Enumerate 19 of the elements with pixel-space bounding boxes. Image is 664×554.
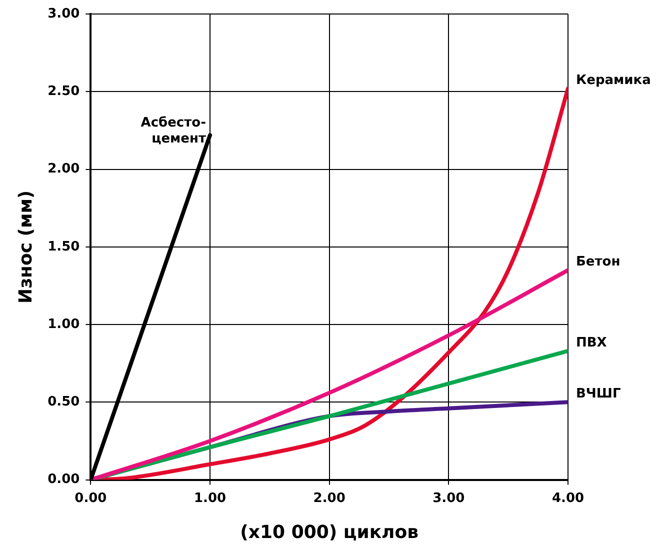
x-axis-title: (x10 000) циклов: [240, 522, 419, 543]
y-tick-label: 2.00: [48, 162, 80, 177]
series-label: Керамика: [576, 72, 651, 88]
x-tick-label: 2.00: [313, 490, 346, 506]
y-tick-label: 0.00: [48, 472, 80, 488]
y-tick-label: 1.00: [48, 316, 80, 332]
x-tick-label: 4.00: [552, 490, 584, 506]
series-label: ВЧШГ: [576, 386, 621, 402]
x-tick-label: 1.00: [194, 490, 226, 506]
x-tick-label: 3.00: [432, 490, 465, 506]
series-label: Бетон: [576, 254, 620, 270]
y-axis-title: Износ (мм): [15, 190, 36, 304]
y-tick-label: 2.50: [48, 84, 80, 100]
y-tick-label: 3.00: [48, 6, 80, 22]
y-tick-label: 0.50: [48, 394, 80, 410]
series-label: ПВХ: [576, 335, 607, 350]
y-tick-label: 1.50: [48, 239, 80, 254]
series-label: Асбесто-цемент: [140, 115, 206, 146]
x-tick-label: 0.00: [74, 490, 107, 506]
